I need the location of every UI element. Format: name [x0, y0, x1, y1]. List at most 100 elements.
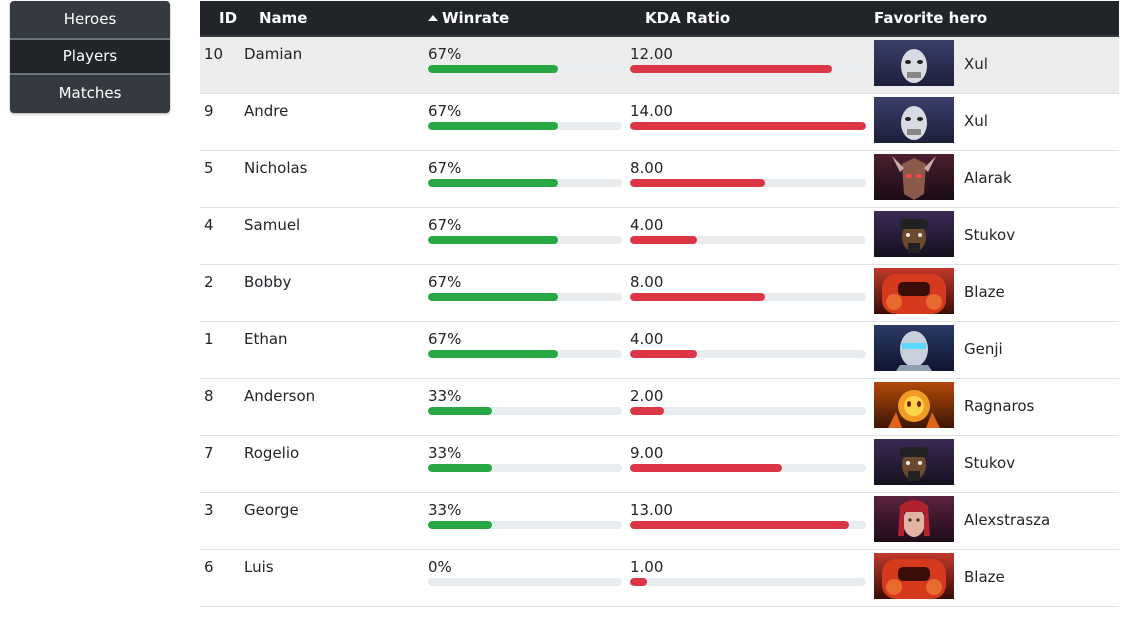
kda-label: 12.00	[630, 45, 673, 63]
winrate-label: 67%	[428, 273, 462, 291]
kda-label: 14.00	[630, 102, 673, 120]
table-row[interactable]: 5 Nicholas 67% 8.00 Alarak	[200, 151, 1119, 208]
winrate-bar-fill	[428, 407, 493, 415]
nav-item-players[interactable]: Players	[10, 38, 170, 75]
player-name: Ethan	[244, 330, 288, 348]
genji-portrait-icon	[874, 325, 954, 371]
kda-progress-bar	[630, 464, 866, 472]
xul-portrait-icon	[874, 97, 954, 143]
kda-progress-bar	[630, 293, 866, 301]
alexstrasza-portrait-icon	[874, 496, 954, 542]
winrate-progress-bar	[428, 521, 622, 529]
player-name: Rogelio	[244, 444, 300, 462]
kda-progress-bar	[630, 578, 866, 586]
player-name: Luis	[244, 558, 274, 576]
favorite-hero-name: Blaze	[964, 568, 1005, 586]
winrate-bar-fill	[428, 236, 558, 244]
winrate-label: 33%	[428, 444, 462, 462]
table-row[interactable]: 7 Rogelio 33% 9.00 Stukov	[200, 436, 1119, 493]
winrate-bar-fill	[428, 293, 558, 301]
kda-bar-fill	[630, 293, 765, 301]
player-id: 6	[204, 558, 214, 576]
kda-bar-fill	[630, 521, 850, 529]
table-row[interactable]: 3 George 33% 13.00 Alexstrasza	[200, 493, 1119, 550]
stukov-portrait-icon	[874, 439, 954, 485]
winrate-progress-bar	[428, 464, 622, 472]
kda-progress-bar	[630, 521, 866, 529]
kda-progress-bar	[630, 236, 866, 244]
player-name: Anderson	[244, 387, 316, 405]
kda-bar-fill	[630, 407, 664, 415]
kda-progress-bar	[630, 179, 866, 187]
kda-bar-fill	[630, 179, 765, 187]
kda-label: 8.00	[630, 159, 664, 177]
player-id: 9	[204, 102, 214, 120]
winrate-label: 67%	[428, 159, 462, 177]
winrate-label: 67%	[428, 102, 462, 120]
winrate-label: 0%	[428, 558, 452, 576]
winrate-bar-fill	[428, 122, 558, 130]
player-id: 4	[204, 216, 214, 234]
table-row[interactable]: 4 Samuel 67% 4.00 Stukov	[200, 208, 1119, 265]
kda-label: 4.00	[630, 330, 664, 348]
column-header-name[interactable]: Name	[259, 9, 308, 27]
player-id: 10	[204, 45, 224, 63]
player-id: 5	[204, 159, 214, 177]
table-row[interactable]: 8 Anderson 33% 2.00 Ragnaros	[200, 379, 1119, 436]
player-name: Nicholas	[244, 159, 308, 177]
column-header-favorite-hero[interactable]: Favorite hero	[874, 9, 988, 27]
table-row[interactable]: 10 Damian 67% 12.00 Xul	[200, 37, 1119, 94]
table-row[interactable]: 6 Luis 0% 1.00 Blaze	[200, 550, 1119, 607]
blaze-portrait-icon	[874, 553, 954, 599]
winrate-progress-bar	[428, 293, 622, 301]
winrate-label: 67%	[428, 216, 462, 234]
favorite-hero-name: Xul	[964, 55, 988, 73]
kda-label: 9.00	[630, 444, 664, 462]
column-header-winrate-label: Winrate	[442, 9, 510, 27]
kda-label: 4.00	[630, 216, 664, 234]
favorite-hero-name: Stukov	[964, 454, 1016, 472]
favorite-hero-name: Blaze	[964, 283, 1005, 301]
nav-item-matches[interactable]: Matches	[58, 84, 122, 102]
kda-label: 2.00	[630, 387, 664, 405]
winrate-bar-fill	[428, 179, 558, 187]
winrate-label: 67%	[428, 330, 462, 348]
winrate-bar-fill	[428, 521, 493, 529]
kda-bar-fill	[630, 236, 698, 244]
winrate-bar-fill	[428, 350, 558, 358]
favorite-hero-name: Ragnaros	[964, 397, 1035, 415]
table-header: ID Name Winrate KDA Ratio Favorite hero	[200, 1, 1119, 37]
kda-bar-fill	[630, 122, 866, 130]
kda-progress-bar	[630, 122, 866, 130]
table-row[interactable]: 1 Ethan 67% 4.00 Genji	[200, 322, 1119, 379]
winrate-bar-fill	[428, 65, 558, 73]
ragnaros-portrait-icon	[874, 382, 954, 428]
stukov-portrait-icon	[874, 211, 954, 257]
kda-label: 13.00	[630, 501, 673, 519]
column-header-winrate[interactable]: Winrate	[428, 1, 509, 35]
winrate-progress-bar	[428, 578, 622, 586]
kda-progress-bar	[630, 65, 866, 73]
kda-label: 8.00	[630, 273, 664, 291]
winrate-progress-bar	[428, 407, 622, 415]
kda-bar-fill	[630, 65, 833, 73]
player-name: Samuel	[244, 216, 301, 234]
column-header-id[interactable]: ID	[219, 9, 238, 27]
kda-label: 1.00	[630, 558, 664, 576]
table-row[interactable]: 2 Bobby 67% 8.00 Blaze	[200, 265, 1119, 322]
player-name: George	[244, 501, 299, 519]
table-row[interactable]: 9 Andre 67% 14.00 Xul	[200, 94, 1119, 151]
winrate-label: 67%	[428, 45, 462, 63]
table-body: 10 Damian 67% 12.00 Xul 9 Andre 67% 14.00 Xul 5 Nic…	[200, 37, 1119, 607]
nav-item-heroes[interactable]: Heroes	[63, 10, 117, 28]
winrate-label: 33%	[428, 387, 462, 405]
player-name: Damian	[244, 45, 303, 63]
kda-progress-bar	[630, 350, 866, 358]
blaze-portrait-icon	[874, 268, 954, 314]
favorite-hero-name: Genji	[964, 340, 1003, 358]
kda-bar-fill	[630, 350, 698, 358]
player-name: Andre	[244, 102, 289, 120]
winrate-label: 33%	[428, 501, 462, 519]
column-header-kda[interactable]: KDA Ratio	[645, 9, 731, 27]
winrate-progress-bar	[428, 65, 622, 73]
